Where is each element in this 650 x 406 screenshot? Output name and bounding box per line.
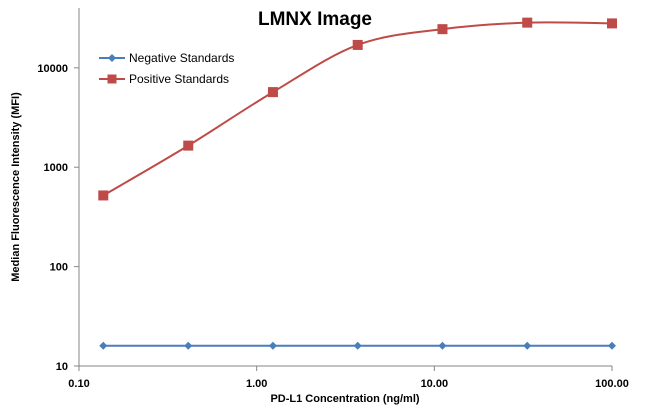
legend-label-positive: Positive Standards bbox=[129, 72, 229, 86]
data-point-negative bbox=[438, 341, 447, 350]
legend-marker-negative bbox=[108, 54, 116, 62]
legend: Negative Standards Positive Standards bbox=[99, 51, 234, 86]
data-point-negative bbox=[523, 341, 532, 350]
data-point-negative bbox=[268, 341, 277, 350]
data-point-positive bbox=[437, 24, 448, 35]
legend-marker-positive bbox=[107, 74, 117, 84]
x-tick-label: 1.00 bbox=[246, 378, 267, 390]
data-point-negative bbox=[608, 341, 616, 350]
data-point-negative bbox=[99, 341, 108, 350]
data-point-positive bbox=[607, 18, 617, 29]
y-axis-label: Median Fluorescence Intensity (MFI) bbox=[10, 92, 22, 282]
legend-label-negative: Negative Standards bbox=[129, 51, 234, 65]
legend-item-negative: Negative Standards bbox=[99, 51, 234, 65]
y-tick-label: 100 bbox=[50, 262, 68, 274]
y-tick-label: 10000 bbox=[37, 63, 68, 75]
chart-title: LMNX Image bbox=[258, 9, 372, 30]
data-point-positive bbox=[183, 140, 194, 151]
y-tick-label: 10 bbox=[56, 361, 68, 373]
data-point-negative bbox=[184, 341, 193, 350]
series-layer bbox=[98, 17, 617, 350]
data-point-positive bbox=[267, 87, 278, 98]
x-tick-label: 10.00 bbox=[421, 378, 449, 390]
legend-item-positive: Positive Standards bbox=[99, 72, 229, 86]
data-point-negative bbox=[353, 341, 362, 350]
x-axis-label: PD-L1 Concentration (ng/ml) bbox=[270, 393, 419, 405]
data-point-positive bbox=[522, 17, 533, 28]
data-point-positive bbox=[98, 190, 109, 201]
data-point-positive bbox=[352, 39, 363, 50]
y-tick-label: 1000 bbox=[44, 162, 68, 174]
x-tick-label: 0.10 bbox=[68, 378, 89, 390]
ticks: 0.10 1.00 10.00 100.00 10 100 1000 10000 bbox=[37, 63, 628, 390]
x-tick-label: 100.00 bbox=[595, 378, 629, 390]
